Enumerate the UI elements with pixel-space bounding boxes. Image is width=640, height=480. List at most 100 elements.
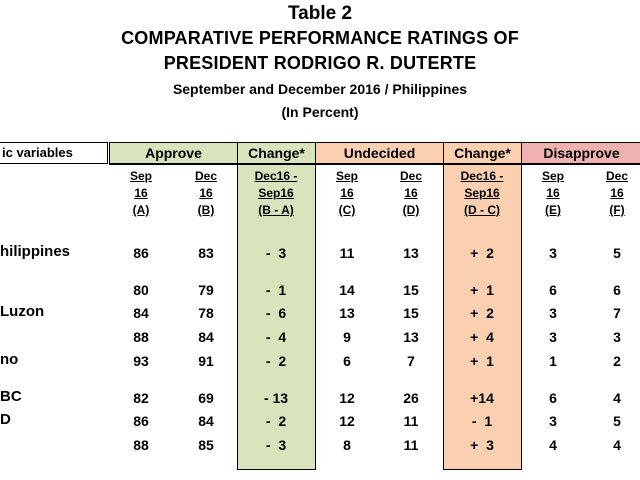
table-cell: 84: [133, 305, 149, 321]
table-cell: - 3: [265, 437, 287, 453]
table-cell: 78: [198, 305, 214, 321]
table-cell: 6: [343, 353, 351, 369]
table-cell: 86: [133, 413, 149, 429]
subheader-line: (C): [338, 203, 356, 217]
column-subheader: Dec16 - Sep16 (B - A): [240, 168, 312, 219]
column-subheader: Dec 16 (F): [581, 168, 640, 219]
table-cell: 15: [403, 282, 419, 298]
subheader-line: Dec: [399, 169, 422, 183]
subheader-line: Dec16 -: [254, 169, 298, 183]
column-subheader: Dec16 - Sep16 (D - C): [446, 168, 518, 219]
table-subtitle: September and December 2016 / Philippine…: [172, 81, 468, 97]
table-cell: 85: [198, 437, 214, 453]
subheader-line: 16: [546, 186, 560, 200]
table-cell: - 1: [471, 413, 493, 429]
table-cell: 80: [133, 282, 149, 298]
row-label: BC: [0, 388, 22, 405]
table-cell: 15: [403, 305, 419, 321]
table-cell: 4: [613, 437, 621, 453]
table-cell: - 2: [265, 353, 287, 369]
table-cell: - 3: [265, 245, 287, 261]
table-cell: + 4: [470, 329, 494, 345]
subheader-line: Sep: [541, 169, 564, 183]
table-cell: 3: [549, 245, 557, 261]
table-cell: + 2: [470, 305, 494, 321]
subheader-line: 16: [199, 186, 213, 200]
column-subheader: Sep 16 (A): [105, 168, 177, 219]
column-subheader: Sep 16 (E): [517, 168, 589, 219]
table-cell: 8: [343, 437, 351, 453]
header-bottom-rule: [109, 164, 640, 165]
table-cell: - 1: [265, 282, 287, 298]
table-cell: 86: [133, 245, 149, 261]
subheader-line: (D): [402, 203, 420, 217]
subheader-line: 16: [610, 186, 624, 200]
approve-header-bg: [109, 142, 237, 164]
table-cell: 83: [198, 245, 214, 261]
table-cell: 26: [403, 390, 419, 406]
subheader-line: (B - A): [258, 203, 294, 217]
table-cell: + 2: [470, 245, 494, 261]
table-cell: 82: [133, 390, 149, 406]
table-cell: 9: [343, 329, 351, 345]
subheader-line: (F): [609, 203, 625, 217]
subheader-line: 16: [134, 186, 148, 200]
header-change-undecided: Change*: [443, 142, 522, 164]
table-cell: 4: [549, 437, 557, 453]
table-cell: 91: [198, 353, 214, 369]
table-cell: 4: [613, 390, 621, 406]
row-label: Luzon: [0, 303, 45, 320]
table-cell: 11: [403, 437, 419, 453]
table-title-line-1: COMPARATIVE PERFORMANCE RATINGS OF: [121, 28, 519, 48]
table-cell: 84: [198, 413, 214, 429]
table-cell: 84: [198, 329, 214, 345]
column-subheader: Dec 16 (D): [375, 168, 447, 219]
header-variables: ic variables: [0, 142, 108, 164]
subheader-line: (A): [132, 203, 150, 217]
table-cell: 5: [613, 413, 621, 429]
table-cell: 13: [403, 245, 419, 261]
subheader-line: (E): [545, 203, 561, 217]
header-change-approve: Change*: [237, 142, 316, 164]
table-cell: 12: [339, 390, 355, 406]
row-label: hilippines: [0, 243, 71, 260]
table-cell: 6: [549, 390, 557, 406]
table-cell: 13: [339, 305, 355, 321]
table-cell: + 1: [470, 353, 494, 369]
row-label: D: [0, 411, 11, 428]
table-cell: 5: [613, 245, 621, 261]
table-cell: 11: [339, 245, 355, 261]
subheader-line: Dec: [194, 169, 217, 183]
table-cell: - 13: [263, 390, 289, 406]
table-units: (In Percent): [281, 104, 359, 120]
table-cell: 6: [613, 282, 621, 298]
table-cell: +14: [470, 390, 494, 406]
subheader-line: Sep: [129, 169, 152, 183]
disapprove-header-bg: [521, 142, 640, 164]
table-cell: 11: [403, 413, 419, 429]
subheader-line: Sep: [335, 169, 358, 183]
table-cell: + 1: [470, 282, 494, 298]
table-cell: - 4: [265, 329, 287, 345]
table-cell: 12: [339, 413, 355, 429]
table-cell: 13: [403, 329, 419, 345]
table-title-line-2: PRESIDENT RODRIGO R. DUTERTE: [163, 53, 477, 73]
undecided-header-bg: [315, 142, 443, 164]
table-cell: + 3: [470, 437, 494, 453]
table-cell: 14: [339, 282, 355, 298]
table-cell: 1: [549, 353, 557, 369]
table-bottom-rule: [237, 469, 316, 470]
table-cell: 88: [133, 329, 149, 345]
table-cell: 93: [133, 353, 149, 369]
table-cell: 7: [613, 305, 621, 321]
change2-column-bg: [443, 142, 521, 470]
subheader-line: 16: [404, 186, 418, 200]
column-subheader: Sep 16 (C): [311, 168, 383, 219]
table-cell: 69: [198, 390, 214, 406]
table-number: Table 2: [287, 3, 353, 24]
column-subheader: Dec 16 (B): [170, 168, 242, 219]
subheader-line: Dec: [605, 169, 628, 183]
table-cell: - 6: [265, 305, 287, 321]
table-cell: 3: [613, 329, 621, 345]
subheader-line: (D - C): [464, 203, 500, 217]
